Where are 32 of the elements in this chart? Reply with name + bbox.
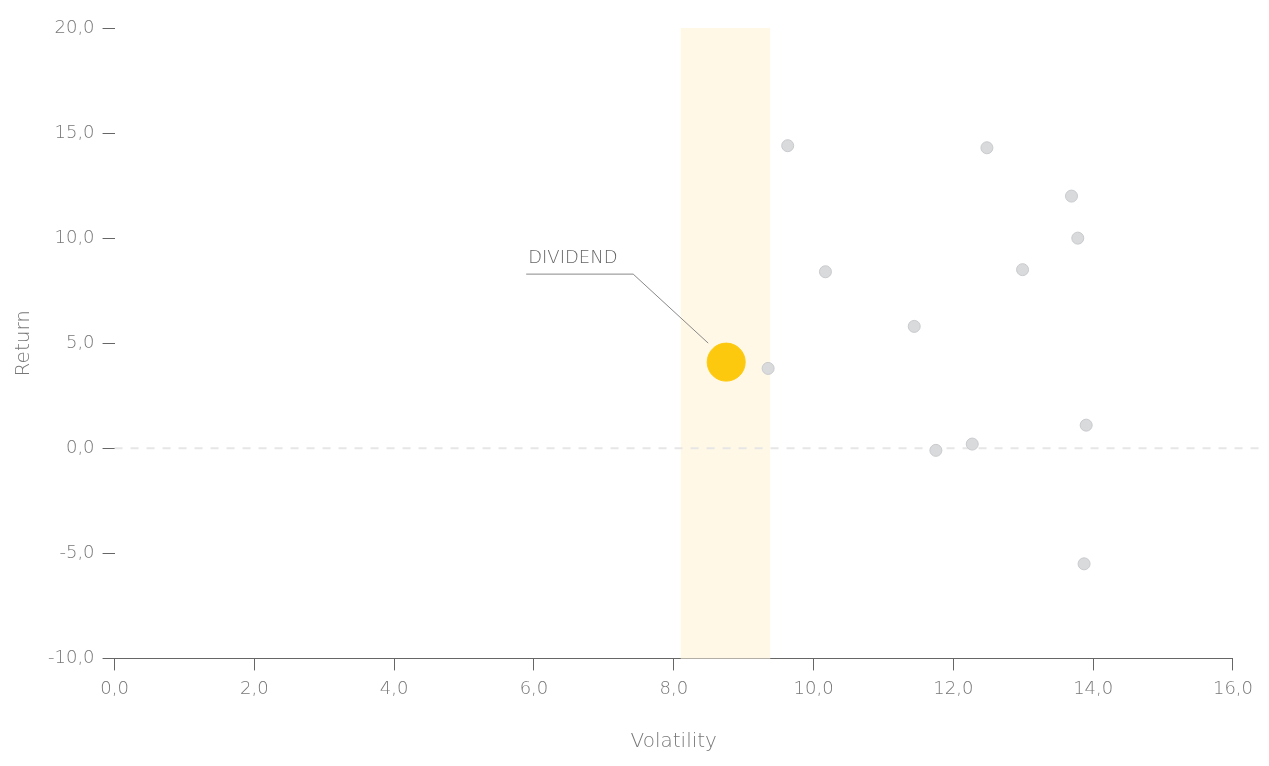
point xyxy=(818,265,832,279)
y-tick-label: 15,0 xyxy=(54,120,95,142)
x-tick-label: 8,0 xyxy=(659,676,689,698)
x-tick-label: 0,0 xyxy=(100,676,129,698)
x-tick-label: 14,0 xyxy=(1073,676,1114,698)
y-tick-label: 20,0 xyxy=(54,15,95,37)
x-tick-label: 16,0 xyxy=(1212,676,1253,698)
y-tick-label: 5,0 xyxy=(65,330,95,352)
y-tick-label: -10,0 xyxy=(48,646,95,668)
point xyxy=(1016,263,1030,277)
y-tick-label: -5,0 xyxy=(59,541,95,563)
point xyxy=(965,437,979,451)
point xyxy=(761,361,775,375)
point xyxy=(1071,231,1085,245)
x-tick-label: 12,0 xyxy=(933,676,974,698)
point xyxy=(907,319,921,333)
point xyxy=(706,342,746,382)
y-tick-label: 10,0 xyxy=(54,225,95,247)
point xyxy=(929,443,943,457)
point xyxy=(1077,557,1091,571)
x-tick-label: 6,0 xyxy=(519,676,549,698)
point xyxy=(980,141,994,155)
point xyxy=(781,139,795,153)
point xyxy=(1064,189,1078,203)
point xyxy=(1079,418,1093,432)
x-tick-label: 4,0 xyxy=(379,676,409,698)
x-tick-label: 2,0 xyxy=(240,676,269,698)
x-tick-label: 10,0 xyxy=(793,676,834,698)
x-axis-title: Volatility xyxy=(630,728,717,753)
y-tick-label: 0,0 xyxy=(65,435,95,457)
y-axis-title: Return xyxy=(10,310,35,377)
annotation: DIVIDEND xyxy=(528,245,618,267)
